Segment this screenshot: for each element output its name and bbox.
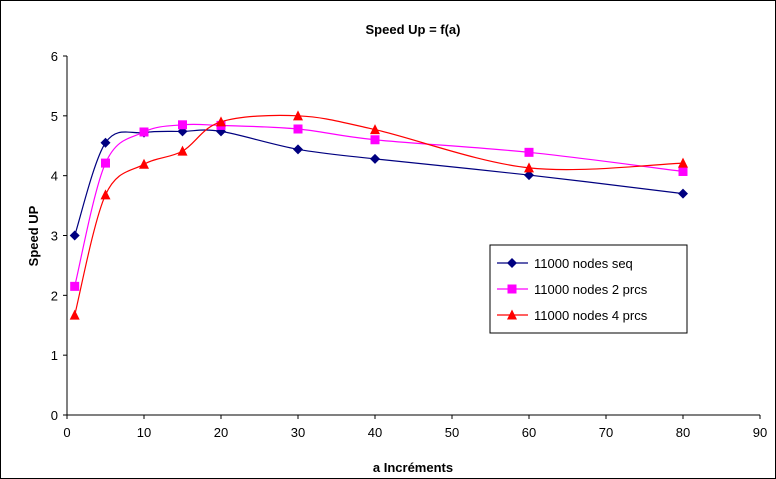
legend-marker — [507, 309, 517, 320]
data-point — [139, 127, 149, 137]
x-tick-label: 70 — [599, 425, 613, 440]
data-point — [293, 110, 303, 121]
legend: 11000 nodes seq 11000 nodes 2 prcs 11000 n… — [489, 244, 688, 334]
series-3 — [69, 110, 688, 320]
legend-marker — [507, 258, 517, 268]
legend-marker — [507, 284, 517, 294]
y-tick-label: 6 — [51, 49, 58, 64]
x-tick-label: 40 — [368, 425, 382, 440]
y-tick-label: 4 — [51, 169, 58, 184]
data-point — [370, 153, 380, 164]
data-point — [70, 281, 80, 291]
data-point — [69, 309, 80, 320]
data-point — [678, 157, 688, 168]
x-tick-label: 50 — [445, 425, 459, 440]
data-point — [524, 147, 534, 157]
legend-label: 11000 nodes 4 prcs — [534, 308, 648, 323]
x-tick-label: 60 — [522, 425, 536, 440]
y-tick-label: 1 — [51, 348, 58, 363]
y-tick-label: 0 — [51, 408, 58, 423]
data-point — [524, 162, 534, 173]
x-tick-label: 90 — [753, 425, 767, 440]
x-tick-label: 30 — [291, 425, 305, 440]
data-point — [100, 137, 111, 148]
y-tick-label: 2 — [51, 288, 58, 303]
data-point — [101, 158, 110, 168]
data-point — [69, 230, 80, 241]
x-tick-label: 80 — [676, 425, 690, 440]
y-tick-label: 3 — [51, 229, 58, 244]
data-point — [678, 166, 688, 176]
series-line — [74, 129, 684, 236]
data-point — [370, 135, 380, 145]
data-point — [293, 144, 303, 155]
data-point — [177, 145, 188, 156]
x-axis-title: a Incréments — [373, 460, 453, 475]
chart-title: Speed Up = f(a) — [366, 22, 461, 37]
x-tick-label: 20 — [214, 425, 228, 440]
y-tick-label: 5 — [51, 109, 58, 124]
data-point — [293, 124, 303, 134]
data-point — [524, 170, 534, 181]
data-point — [216, 116, 226, 127]
data-point — [678, 188, 688, 199]
x-tick-label: 10 — [137, 425, 151, 440]
x-tick-label: 0 — [63, 425, 70, 440]
legend-label: 11000 nodes 2 prcs — [534, 282, 648, 297]
data-point — [178, 120, 187, 130]
data-point — [100, 189, 111, 200]
legend-label: 11000 nodes seq — [534, 256, 633, 271]
plot-area — [69, 110, 688, 320]
data-point — [370, 124, 380, 135]
y-axis-title: Speed UP — [26, 205, 41, 266]
data-point — [139, 158, 149, 169]
